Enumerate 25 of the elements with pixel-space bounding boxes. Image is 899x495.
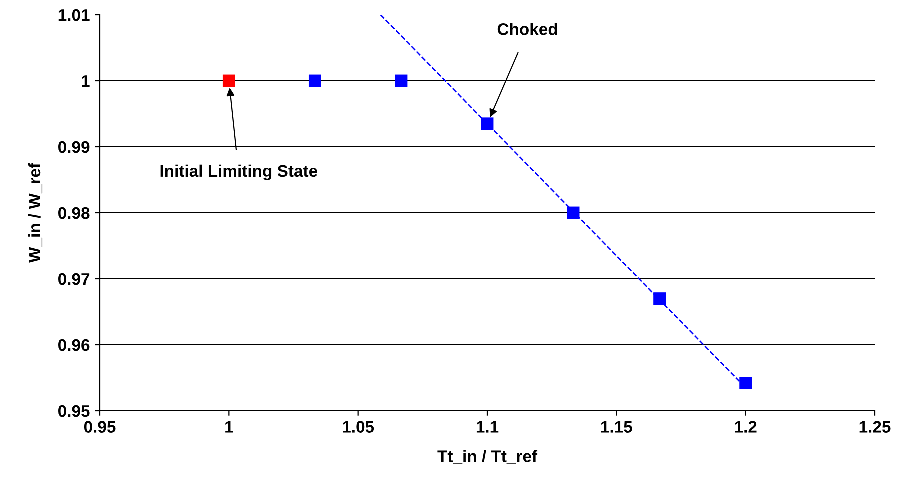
y-axis-title: W_in / W_ref (28, 162, 43, 263)
x-tick-label: 1.15 (602, 421, 632, 433)
point (654, 292, 666, 306)
y-tick-label: 0.95 (58, 405, 90, 418)
x-tick-label: 1.05 (343, 421, 374, 433)
x-tick-label: 1.25 (860, 421, 891, 433)
y-tick-label: 0.99 (58, 141, 90, 154)
y-tick-label: 1 (82, 76, 90, 88)
x-tick-label: 1.1 (476, 421, 499, 433)
point (222, 74, 236, 88)
y-tick-label: 1.01 (58, 9, 90, 22)
point (395, 74, 408, 88)
point (740, 377, 752, 390)
annotation: Choked (498, 23, 558, 36)
x-axis-title: Tt_in / Tt_ref (438, 450, 538, 464)
x-tick-label: 0.95 (84, 421, 116, 433)
x-tick-label: 1 (226, 421, 234, 433)
point (308, 74, 322, 88)
y-tick-label: 0.97 (58, 273, 90, 286)
x-tick-label: 1.2 (735, 421, 757, 433)
point (567, 206, 580, 220)
y-tick-label: 0.96 (58, 339, 90, 352)
annotation: Initial Limiting State (160, 164, 318, 180)
point (481, 118, 494, 130)
y-tick-label: 0.98 (58, 207, 90, 220)
